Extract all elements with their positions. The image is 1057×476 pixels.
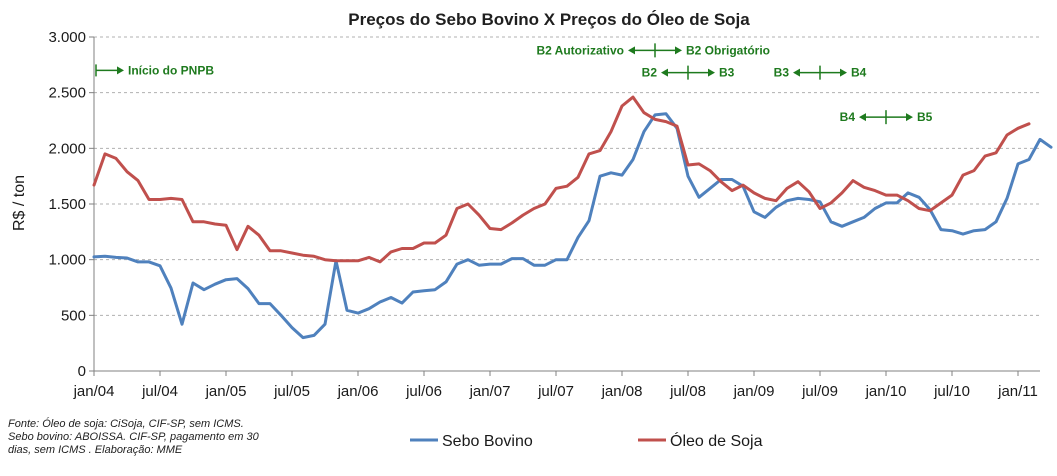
annotation-arrowhead <box>675 46 682 55</box>
x-tick-label: jul/07 <box>537 383 574 400</box>
source-line-1: Fonte: Óleo de soja: CiSoja, CIF-SP, sem… <box>8 418 244 430</box>
legend: Sebo Bovino Óleo de Soja <box>410 431 763 450</box>
x-tick-label: jul/05 <box>273 383 310 400</box>
source-line-2: Sebo bovino: ABOISSA. CIF-SP, pagamento … <box>8 431 259 443</box>
x-tick-label: jan/05 <box>205 383 247 400</box>
annotation-label-left: B3 <box>774 66 790 80</box>
y-tick-label: 1.500 <box>48 196 86 213</box>
series-line-2 <box>92 95 1031 264</box>
annotation-label-right: B4 <box>851 66 867 80</box>
chart-title: Preços do Sebo Bovino X Preços do Óleo d… <box>348 10 750 29</box>
y-tick-label: 2.000 <box>48 140 86 157</box>
annotation-label-right: B5 <box>917 110 933 124</box>
x-tick-label: jul/08 <box>669 383 706 400</box>
x-tick-label: jul/09 <box>801 383 838 400</box>
annotation-arrowhead <box>117 66 124 75</box>
annotation-arrowhead <box>661 68 668 77</box>
annotation-arrowhead <box>708 68 715 77</box>
y-tick-label: 1.000 <box>48 252 86 269</box>
y-tick-label: 0 <box>78 363 86 380</box>
gridlines <box>93 36 1040 372</box>
x-tick-label: jan/06 <box>337 383 379 400</box>
source-line-3: dias, sem ICMS . Elaboração: MME <box>8 444 183 456</box>
legend-label-2: Óleo de Soja <box>670 431 763 450</box>
annotation-arrowhead <box>793 68 800 77</box>
annotation-arrowhead <box>840 68 847 77</box>
series-lines <box>92 95 1053 340</box>
y-axis-label: R$ / ton <box>11 175 28 231</box>
annotation-label-right: B2 Obrigatório <box>686 43 770 57</box>
y-tick-label: 3.000 <box>48 29 86 46</box>
x-tick-label: jan/11 <box>997 383 1038 400</box>
y-axis-ticks: 0 500 1.000 1.500 2.000 2.500 3.000 <box>48 29 94 380</box>
annotation-label-left: B4 <box>840 110 856 124</box>
x-tick-label: jan/09 <box>733 383 775 400</box>
legend-label-1: Sebo Bovino <box>442 433 533 450</box>
x-axis-ticks: jan/04 jul/04 jan/05 jul/05 jan/06 jul/06 jan/… <box>73 371 1038 400</box>
annotation-label: Início do PNPB <box>128 63 214 77</box>
annotation-arrowhead <box>906 113 913 122</box>
source-note: Fonte: Óleo de soja: CiSoja, CIF-SP, sem… <box>8 418 338 457</box>
x-tick-label: jul/04 <box>141 383 178 400</box>
x-tick-label: jan/04 <box>73 383 115 400</box>
annotation-arrowhead <box>859 113 866 122</box>
x-tick-label: jul/06 <box>405 383 442 400</box>
y-tick-label: 2.500 <box>48 85 86 102</box>
series-line-1 <box>92 112 1053 340</box>
annotation-label-right: B3 <box>719 66 735 80</box>
annotation-label-left: B2 Autorizativo <box>536 43 624 57</box>
x-tick-label: jan/10 <box>865 383 907 400</box>
annotation-label-left: B2 <box>642 66 658 80</box>
y-tick-label: 500 <box>61 307 86 324</box>
x-tick-label: jan/07 <box>469 383 511 400</box>
x-tick-label: jan/08 <box>601 383 643 400</box>
annotation-arrowhead <box>628 46 635 55</box>
x-tick-label: jul/10 <box>933 383 970 400</box>
annotations: Início do PNPB B2 Autorizativo B2 Obrigató… <box>95 43 933 125</box>
